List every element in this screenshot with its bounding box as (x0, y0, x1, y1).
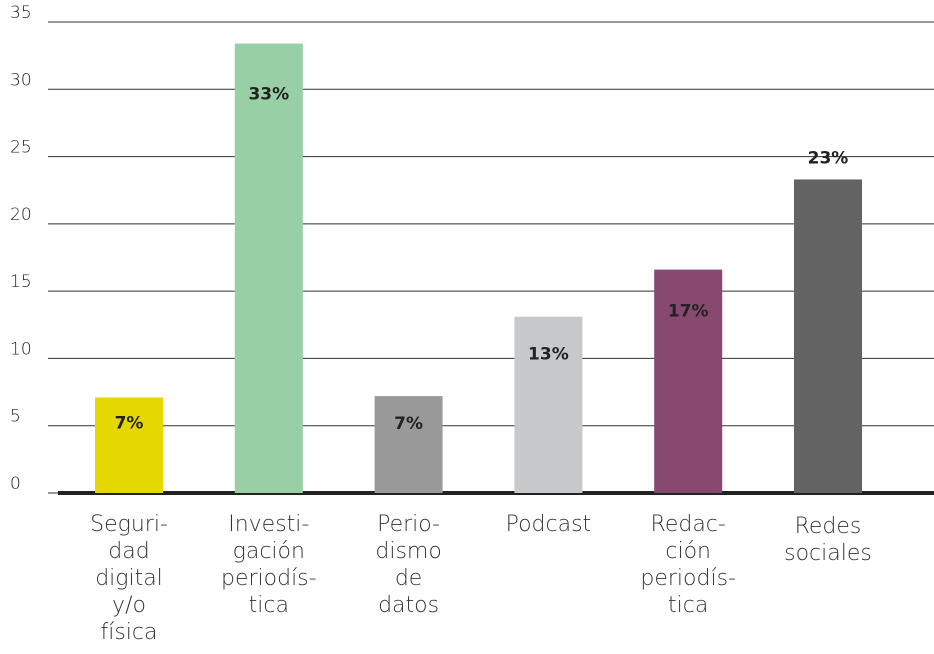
x-tick-label: tica (249, 593, 289, 618)
value-label: 33% (248, 85, 289, 105)
bar (95, 397, 163, 493)
x-tick-label: gación (233, 539, 305, 564)
y-tick-label: 5 (10, 407, 21, 427)
y-tick-label: 30 (10, 70, 32, 90)
bar (374, 396, 443, 493)
y-tick-label: 20 (10, 205, 32, 225)
bar (794, 179, 862, 493)
bar (234, 43, 303, 493)
value-label: 7% (394, 414, 423, 434)
x-tick-label: Podcast (506, 512, 592, 537)
x-tick-label: sociales (784, 541, 872, 566)
x-tick-label: y/o (112, 593, 146, 618)
x-tick-label: física (100, 620, 157, 645)
x-tick-label: Redes (795, 514, 862, 539)
x-tick-label: Redac- (651, 512, 726, 537)
x-tick-label: Seguri- (90, 512, 168, 537)
y-tick-label: 10 (10, 339, 32, 359)
x-tick-label: periodís- (640, 566, 736, 591)
y-tick-label: 15 (10, 272, 32, 292)
y-tick-label: 25 (10, 138, 32, 158)
x-tick-label: tica (668, 593, 708, 618)
x-tick-label: digital (95, 566, 163, 591)
y-tick-label: 0 (10, 474, 21, 494)
x-tick-label: ción (665, 539, 711, 564)
value-label: 17% (668, 302, 709, 322)
y-tick-label: 35 (10, 3, 32, 23)
value-label: 13% (528, 345, 569, 365)
x-tick-label: dad (108, 539, 149, 564)
x-tick-label: periodís- (221, 566, 317, 591)
value-label: 7% (115, 413, 144, 433)
value-label: 23% (808, 148, 849, 168)
bar (654, 269, 723, 493)
x-tick-label: dismo (375, 539, 441, 564)
x-tick-label: Perio- (377, 512, 440, 537)
bar (514, 316, 583, 493)
x-tick-label: Investi- (228, 512, 309, 537)
x-tick-label: datos (378, 593, 439, 618)
x-tick-label: de (395, 566, 423, 591)
